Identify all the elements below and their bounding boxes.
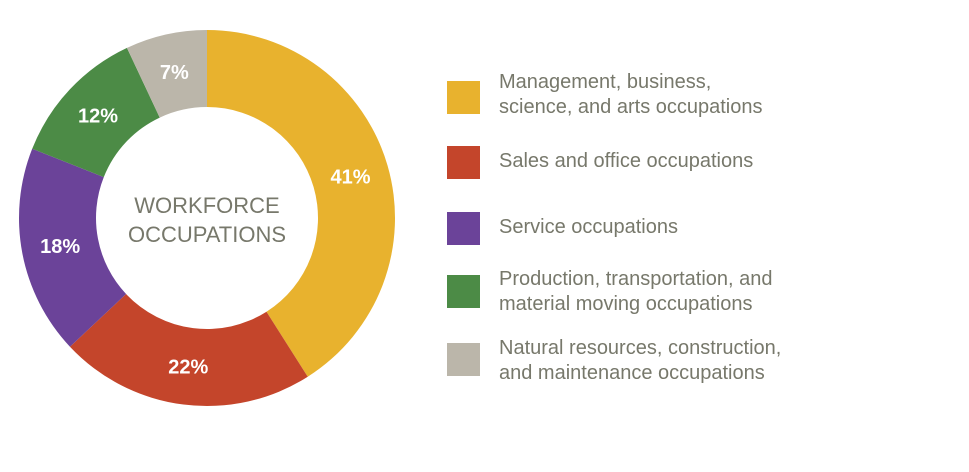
legend-item-natural-resources: Natural resources, construction, and mai… — [447, 335, 957, 395]
legend-item-production: Production, transportation, and material… — [447, 264, 957, 324]
donut-slice-3 — [19, 148, 127, 347]
legend-label-line: Sales and office occupations — [499, 150, 754, 172]
legend-label-line: Production, transportation, and — [499, 268, 773, 290]
legend-label-line: material moving occupations — [499, 293, 753, 315]
donut-slice-4 — [32, 47, 160, 178]
donut-slices — [19, 30, 395, 406]
slice-value-label-2: 22% — [168, 356, 208, 378]
legend-label-management: Management, business, science, and arts … — [499, 70, 939, 120]
donut-slice-labels: 41% 22% 18% 12% 7% — [40, 62, 371, 378]
slice-value-label-4: 12% — [78, 106, 118, 128]
legend-swatch-natural-resources — [447, 343, 480, 376]
center-label-line-1: WORKFORCE — [134, 193, 279, 218]
legend-swatch-production — [447, 275, 480, 308]
legend-swatch-sales — [447, 146, 480, 179]
legend-label-service: Service occupations — [499, 215, 939, 240]
legend-item-management: Management, business, science, and arts … — [447, 71, 957, 136]
legend-label-line: Service occupations — [499, 216, 678, 238]
slice-value-label-1: 41% — [331, 166, 371, 188]
legend-label-production: Production, transportation, and material… — [499, 267, 939, 317]
legend-label-sales: Sales and office occupations — [499, 149, 939, 174]
donut-slice-2 — [69, 293, 308, 406]
legend-item-sales: Sales and office occupations — [447, 145, 957, 205]
legend-swatch-management — [447, 81, 480, 114]
legend-label-natural-resources: Natural resources, construction, and mai… — [499, 336, 939, 386]
donut-slice-1 — [207, 30, 395, 377]
donut-slice-5 — [126, 30, 207, 118]
legend-label-line: Natural resources, construction, — [499, 337, 782, 359]
legend-swatch-service — [447, 212, 480, 245]
legend-label-line: and maintenance occupations — [499, 362, 765, 384]
slice-value-label-5: 7% — [160, 62, 189, 84]
legend-label-line: Management, business, — [499, 71, 712, 93]
legend-label-line: science, and arts occupations — [499, 96, 763, 118]
center-label-line-2: OCCUPATIONS — [128, 222, 286, 247]
slice-value-label-3: 18% — [40, 236, 80, 258]
legend: Management, business, science, and arts … — [447, 0, 957, 472]
legend-item-service: Service occupations — [447, 212, 957, 272]
